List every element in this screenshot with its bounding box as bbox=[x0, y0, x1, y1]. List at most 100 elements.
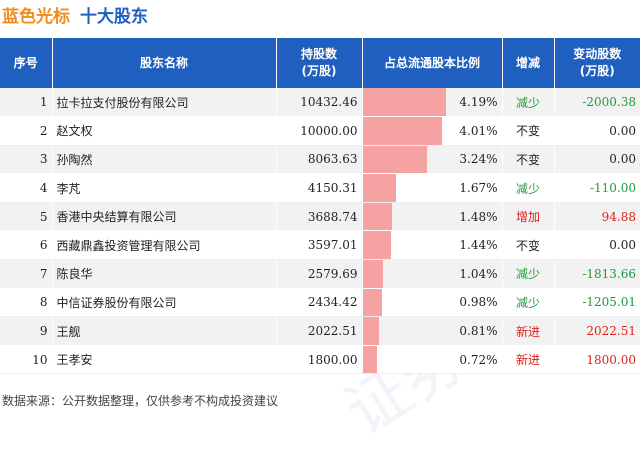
stock-name: 蓝色光标 bbox=[2, 7, 70, 27]
ratio-value: 1.48% bbox=[459, 209, 498, 224]
shareholder-name: 孙陶然 bbox=[52, 145, 277, 175]
ratio-value: 4.19% bbox=[459, 95, 498, 110]
share-delta: 0.00 bbox=[554, 230, 640, 261]
ratio-bar bbox=[362, 174, 396, 202]
ratio-cell: 0.72% bbox=[362, 345, 503, 375]
table-row: 6 西藏鼎鑫投资管理有限公司 3597.01 1.44% 不变 0.00 bbox=[0, 230, 640, 261]
ratio-bar bbox=[362, 202, 392, 230]
row-index: 7 bbox=[0, 259, 53, 289]
shareholder-name: 李芃 bbox=[52, 173, 277, 203]
share-delta: -1813.66 bbox=[554, 259, 640, 289]
share-delta: 2022.51 bbox=[554, 316, 640, 346]
shares-held: 2434.42 bbox=[276, 288, 363, 318]
row-index: 9 bbox=[0, 316, 53, 346]
ratio-cell: 1.04% bbox=[362, 259, 503, 289]
col-header-ratio: 占总流通股本比例 bbox=[362, 38, 503, 88]
share-delta: 0.00 bbox=[554, 116, 640, 146]
ratio-cell: 0.81% bbox=[362, 316, 503, 346]
shares-held: 10000.00 bbox=[276, 116, 363, 146]
change-status: 减少 bbox=[502, 259, 555, 289]
change-status: 新进 bbox=[502, 345, 555, 375]
ratio-value: 1.44% bbox=[459, 238, 498, 253]
ratio-cell: 1.67% bbox=[362, 173, 503, 203]
share-delta: 94.88 bbox=[554, 202, 640, 232]
shares-held: 8063.63 bbox=[276, 145, 363, 175]
col-header-delta: 变动股数 (万股) bbox=[554, 38, 640, 88]
ratio-cell: 3.24% bbox=[362, 145, 503, 175]
row-index: 6 bbox=[0, 230, 53, 261]
table-row: 10 王孝安 1800.00 0.72% 新进 1800.00 bbox=[0, 345, 640, 375]
section-title: 十大股东 bbox=[80, 7, 148, 27]
col-header-index: 序号 bbox=[0, 38, 53, 88]
ratio-bar bbox=[362, 231, 392, 259]
table-row: 8 中信证券股份有限公司 2434.42 0.98% 减少 -1205.01 bbox=[0, 288, 640, 318]
shareholder-name: 王孝安 bbox=[52, 345, 277, 375]
ratio-bar bbox=[362, 117, 443, 145]
share-delta: -1205.01 bbox=[554, 288, 640, 318]
table-row: 5 香港中央结算有限公司 3688.74 1.48% 增加 94.88 bbox=[0, 202, 640, 232]
ratio-value: 1.04% bbox=[459, 266, 498, 281]
row-index: 3 bbox=[0, 145, 53, 175]
row-index: 2 bbox=[0, 116, 53, 146]
change-status: 不变 bbox=[502, 116, 555, 146]
data-source-note: 数据来源：公开数据整理，仅供参考不构成投资建议 bbox=[2, 394, 279, 408]
change-status: 减少 bbox=[502, 88, 555, 118]
ratio-bar bbox=[362, 260, 384, 288]
table-row: 3 孙陶然 8063.63 3.24% 不变 0.00 bbox=[0, 145, 640, 175]
table-row: 1 拉卡拉支付股份有限公司 10432.46 4.19% 减少 -2000.38 bbox=[0, 88, 640, 118]
ratio-cell: 1.48% bbox=[362, 202, 503, 232]
ratio-value: 3.24% bbox=[459, 152, 498, 167]
shareholder-name: 香港中央结算有限公司 bbox=[52, 202, 277, 232]
ratio-bar bbox=[362, 145, 427, 173]
ratio-cell: 4.01% bbox=[362, 116, 503, 146]
ratio-value: 0.72% bbox=[459, 352, 498, 367]
col-header-change: 增减 bbox=[502, 38, 555, 88]
table-header-row: 序号 股东名称 持股数 (万股) 占总流通股本比例 增减 变动股数 (万股) bbox=[0, 38, 640, 88]
col-header-shares: 持股数 (万股) bbox=[276, 38, 363, 88]
shareholder-name: 陈良华 bbox=[52, 259, 277, 289]
ratio-cell: 0.98% bbox=[362, 288, 503, 318]
row-index: 5 bbox=[0, 202, 53, 232]
row-index: 10 bbox=[0, 345, 53, 375]
change-status: 增加 bbox=[502, 202, 555, 232]
share-delta: 1800.00 bbox=[554, 345, 640, 375]
shares-held: 3597.01 bbox=[276, 230, 363, 261]
shares-held: 2579.69 bbox=[276, 259, 363, 289]
shareholder-name: 拉卡拉支付股份有限公司 bbox=[52, 88, 277, 118]
change-status: 减少 bbox=[502, 173, 555, 203]
change-status: 不变 bbox=[502, 145, 555, 175]
change-status: 减少 bbox=[502, 288, 555, 318]
shares-held: 4150.31 bbox=[276, 173, 363, 203]
shareholder-name: 王舰 bbox=[52, 316, 277, 346]
shareholder-name: 赵文权 bbox=[52, 116, 277, 146]
ratio-value: 4.01% bbox=[459, 123, 498, 138]
table-row: 9 王舰 2022.51 0.81% 新进 2022.51 bbox=[0, 316, 640, 346]
ratio-bar bbox=[362, 317, 379, 345]
ratio-bar bbox=[362, 288, 382, 316]
table-row: 4 李芃 4150.31 1.67% 减少 -110.00 bbox=[0, 173, 640, 203]
page-title: 蓝色光标 十大股东 bbox=[2, 2, 148, 30]
shares-held: 1800.00 bbox=[276, 345, 363, 375]
col-header-name: 股东名称 bbox=[52, 38, 277, 88]
share-delta: -110.00 bbox=[554, 173, 640, 203]
shares-held: 10432.46 bbox=[276, 88, 363, 118]
row-index: 8 bbox=[0, 288, 53, 318]
shareholder-table: 序号 股东名称 持股数 (万股) 占总流通股本比例 增减 变动股数 (万股) 1 拉卡… bbox=[0, 38, 640, 375]
share-delta: -2000.38 bbox=[554, 88, 640, 118]
ratio-value: 0.81% bbox=[459, 324, 498, 339]
change-status: 不变 bbox=[502, 230, 555, 261]
ratio-cell: 4.19% bbox=[362, 88, 503, 118]
table-row: 2 赵文权 10000.00 4.01% 不变 0.00 bbox=[0, 116, 640, 146]
shares-held: 3688.74 bbox=[276, 202, 363, 232]
shareholder-name: 中信证券股份有限公司 bbox=[52, 288, 277, 318]
share-delta: 0.00 bbox=[554, 145, 640, 175]
table-row: 7 陈良华 2579.69 1.04% 减少 -1813.66 bbox=[0, 259, 640, 289]
row-index: 1 bbox=[0, 88, 53, 118]
ratio-value: 0.98% bbox=[459, 295, 498, 310]
change-status: 新进 bbox=[502, 316, 555, 346]
row-index: 4 bbox=[0, 173, 53, 203]
shares-held: 2022.51 bbox=[276, 316, 363, 346]
shareholder-name: 西藏鼎鑫投资管理有限公司 bbox=[52, 230, 277, 261]
ratio-bar bbox=[362, 345, 377, 373]
ratio-cell: 1.44% bbox=[362, 230, 503, 261]
